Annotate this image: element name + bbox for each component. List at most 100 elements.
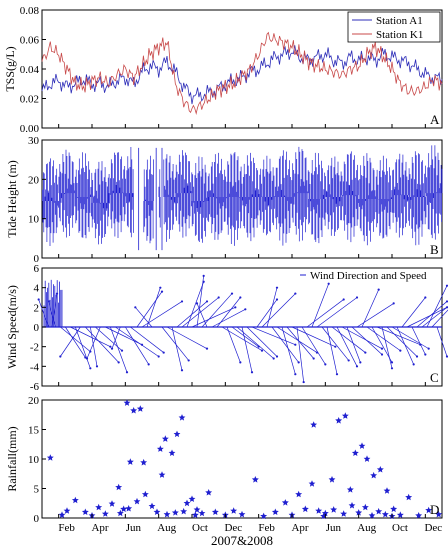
rainfall-point <box>58 511 66 518</box>
rainfall-point <box>123 399 131 406</box>
rainfall-point <box>330 506 338 513</box>
wind-vector <box>406 307 448 328</box>
wind-vector-tip <box>275 298 279 301</box>
rainfall-point <box>260 512 268 520</box>
wind-vector <box>130 326 164 353</box>
rainfall-point <box>46 454 54 461</box>
wind-vector-tip <box>234 306 237 309</box>
wind-vector-tip <box>120 349 124 352</box>
rainfall-point <box>141 490 149 498</box>
wind-vector-tip <box>195 302 199 305</box>
panel-C-ylabel: Wind Speed(m/s) <box>5 285 19 369</box>
panel-C-series <box>37 274 448 384</box>
y-tick-label: 0.02 <box>20 94 39 106</box>
wind-vector <box>51 293 58 328</box>
wind-vector-tip <box>390 367 394 370</box>
wind-vector-tip <box>180 369 184 372</box>
wind-vector-tip <box>424 353 427 356</box>
wind-vector-tip <box>217 296 220 299</box>
wind-vector <box>171 326 183 371</box>
y-tick-label: 2 <box>34 302 40 314</box>
rainfall-point <box>308 480 316 487</box>
wind-vector-tip <box>109 345 112 348</box>
rainfall-point <box>120 505 128 513</box>
wind-vector-tip <box>355 296 359 299</box>
wind-vector <box>48 301 56 328</box>
rainfall-point <box>281 499 289 506</box>
rainfall-point <box>396 511 404 518</box>
wind-vector <box>346 326 361 363</box>
wind-vector-tip <box>239 296 242 299</box>
rainfall-point <box>328 476 336 483</box>
wind-vector-tip <box>187 359 190 362</box>
wind-vector-tip <box>47 300 50 303</box>
wind-vector <box>246 326 278 357</box>
wind-vector-tip <box>347 359 350 362</box>
panel-D-series <box>46 399 443 520</box>
wind-vector <box>301 326 326 365</box>
wind-vector <box>110 326 128 373</box>
wind-vector <box>226 326 241 363</box>
wind-vector <box>396 326 414 365</box>
wind-vector <box>411 326 426 355</box>
tide-signal <box>42 145 443 246</box>
wind-vector <box>416 301 448 328</box>
rainfall-point <box>271 508 279 515</box>
rainfall-point <box>158 471 166 478</box>
rainfall-point <box>180 507 188 515</box>
wind-vector <box>386 326 418 357</box>
month-tick-label: Dec <box>424 522 442 534</box>
y-tick-label: 30 <box>28 135 40 147</box>
month-tick-label: Oct <box>192 522 208 534</box>
wind-vector <box>311 283 329 328</box>
wind-vector <box>216 297 241 328</box>
rainfall-point <box>376 466 384 473</box>
panel-B-axis: 0 10 20 30 <box>28 135 426 265</box>
month-tick-label: Oct <box>392 522 408 534</box>
wind-vector <box>306 299 344 328</box>
wind-vector <box>261 293 296 328</box>
rainfall-point <box>168 449 176 456</box>
wind-vector-tip <box>445 284 448 287</box>
wind-vector-tip <box>59 355 62 358</box>
rainfall-point <box>315 507 323 514</box>
panel-D-frame <box>41 399 443 519</box>
rainfall-point <box>310 421 318 428</box>
wind-vector-tip <box>125 371 129 374</box>
wind-vector-tip <box>95 365 99 368</box>
wind-vector-tip <box>294 343 297 346</box>
wind-vector-tip <box>159 286 162 289</box>
rainfall-point <box>126 458 134 465</box>
wind-vector-tip <box>445 300 448 303</box>
month-tick-label: Feb <box>58 522 75 534</box>
wind-vector <box>181 297 219 328</box>
rainfall-point <box>341 412 349 419</box>
rainfall-point <box>101 510 109 517</box>
wind-vector-tip <box>380 347 384 350</box>
wind-vector <box>146 287 161 328</box>
wind-vector <box>85 326 119 363</box>
wind-vector <box>291 326 336 347</box>
wind-vector <box>196 303 208 328</box>
wind-vector-tip <box>275 355 279 358</box>
rainfall-point <box>348 502 356 509</box>
month-tick-label: Apr <box>91 522 108 534</box>
panel-C: -6 -4 -2 0 2 4 6 Wind Direction and Speed Wind… <box>5 263 448 393</box>
panel-A-letter: A <box>430 112 440 127</box>
wind-vector <box>366 326 401 351</box>
y-tick-label: 10 <box>28 454 40 466</box>
wind-vector-tip <box>334 345 337 348</box>
wind-vector-tip <box>392 302 395 305</box>
panel-B-series <box>42 145 443 251</box>
wind-vector-tip <box>294 373 297 376</box>
rainfall-point <box>183 499 191 507</box>
rainfall-point <box>95 503 103 511</box>
y-tick-label: 0.08 <box>20 5 40 17</box>
rainfall-point <box>156 445 164 452</box>
month-tick-label: Jun <box>126 522 142 534</box>
panel-D-axis: 0 5 10 15 20 <box>28 395 426 525</box>
legend-box <box>347 11 441 43</box>
rainfall-point <box>115 483 123 491</box>
y-tick-label: 20 <box>28 395 40 407</box>
